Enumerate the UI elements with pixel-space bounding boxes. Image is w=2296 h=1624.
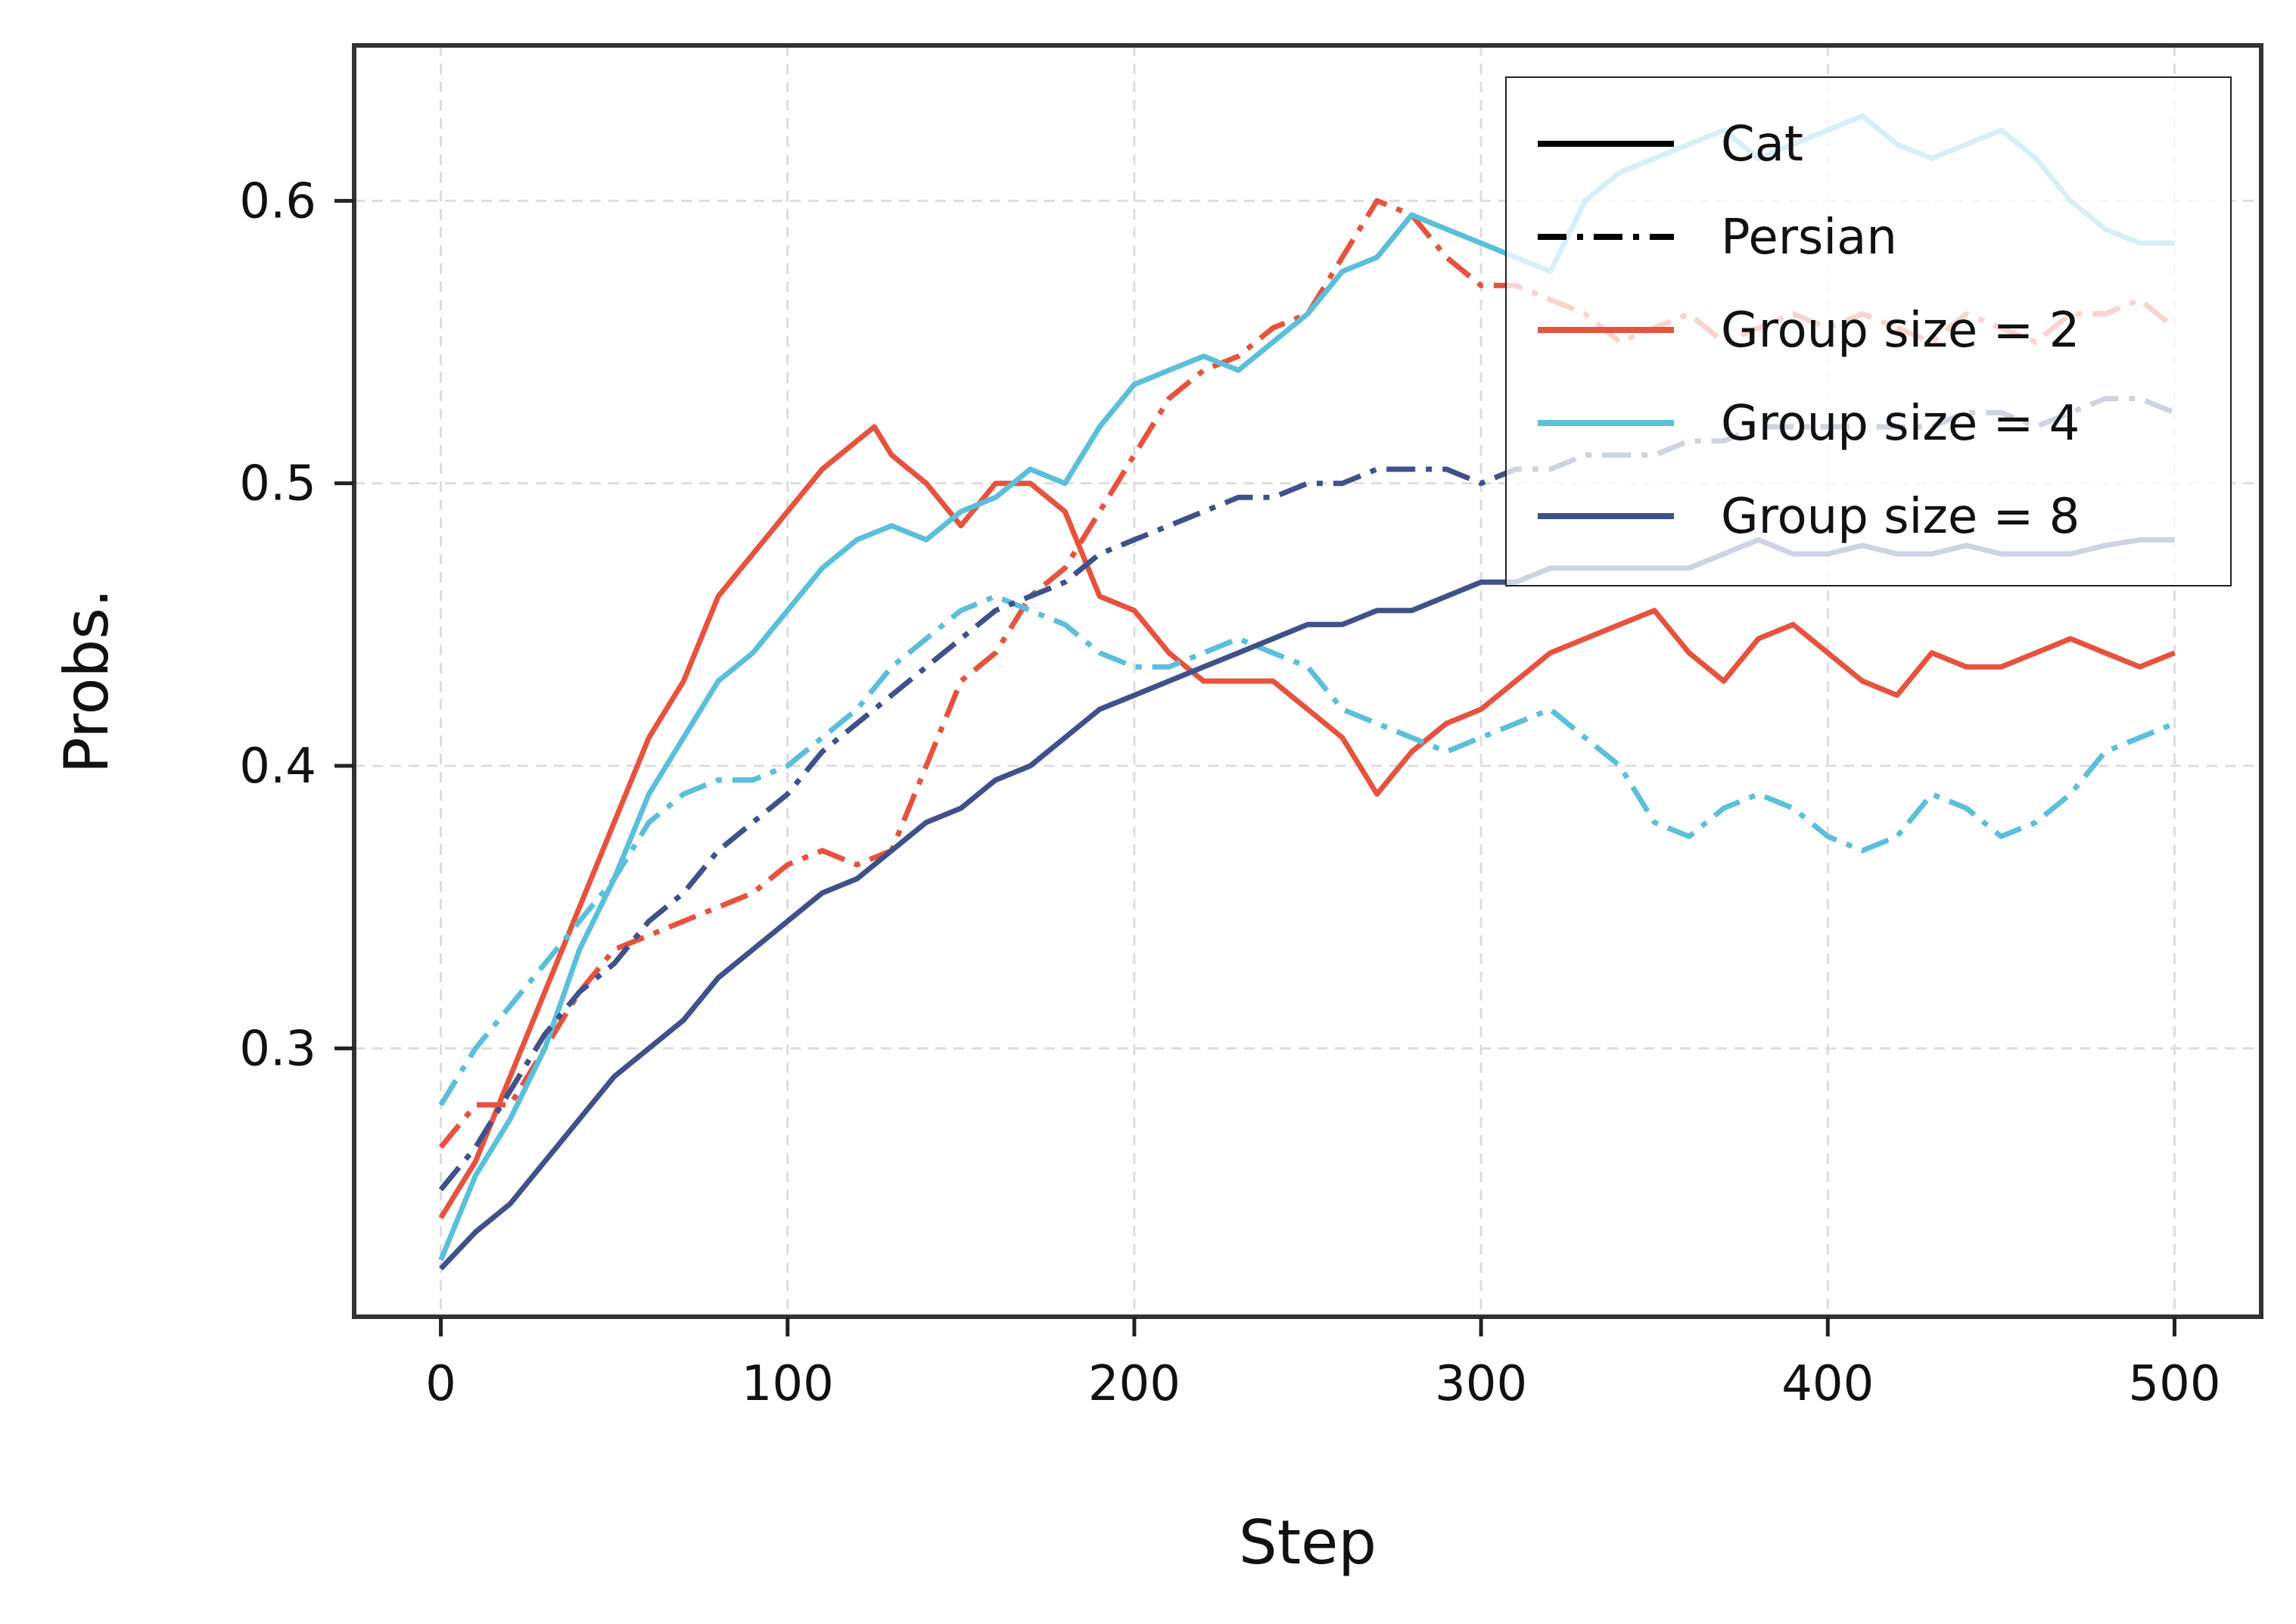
y-tick-label: 0.4 (239, 739, 316, 795)
x-tick-label: 0 (425, 1356, 456, 1412)
y-tick-label: 0.6 (239, 173, 316, 229)
plot-frame (352, 43, 2263, 1319)
x-axis: 0 100 200 300 400 500 (425, 1317, 2221, 1412)
x-tick-label: 100 (742, 1356, 834, 1412)
legend-label: Cat (1721, 117, 1803, 173)
series-line (438, 424, 2176, 1220)
x-axis-label: Step (1239, 1507, 1377, 1578)
series-line (438, 593, 2176, 1106)
legend: Cat Persian Group size = 2 Group size = 4 Gr… (1505, 76, 2232, 586)
y-tick-label: 0.3 (239, 1021, 316, 1077)
x-tick-label: 400 (1781, 1356, 1874, 1412)
y-axis-label: Probs. (51, 589, 122, 774)
y-axis: 0.3 0.4 0.5 0.6 (239, 173, 354, 1077)
y-tick-label: 0.5 (239, 456, 316, 512)
legend-label: Group size = 8 (1721, 489, 2080, 545)
x-tick-label: 500 (2128, 1356, 2220, 1412)
legend-label: Persian (1721, 210, 1897, 266)
legend-label: Group size = 2 (1721, 303, 2080, 359)
x-tick-label: 200 (1088, 1356, 1181, 1412)
x-tick-label: 300 (1435, 1356, 1527, 1412)
legend-label: Group size = 4 (1721, 396, 2080, 452)
